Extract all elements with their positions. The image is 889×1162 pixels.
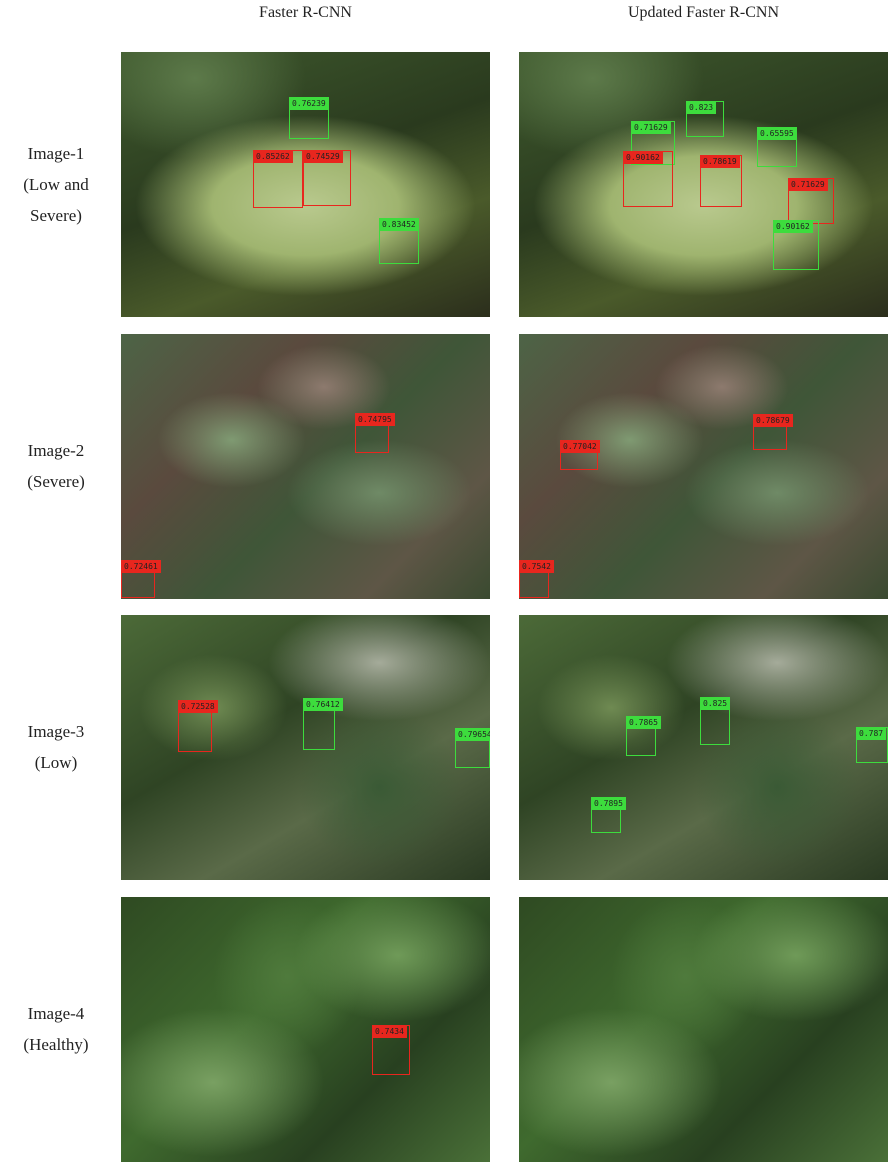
detection-box: 0.85262 [253, 150, 303, 208]
detection-score: 0.7434 [372, 1025, 407, 1038]
detection-score: 0.78619 [700, 155, 740, 168]
row-label-line: Image-4 [0, 998, 112, 1029]
detection-score: 0.71629 [788, 178, 828, 191]
detection-box: 0.65595 [757, 127, 797, 167]
detection-box: 0.7895 [591, 797, 621, 833]
detection-box: 0.72528 [178, 700, 212, 752]
detection-box: 0.74795 [355, 413, 389, 453]
detection-score: 0.71629 [631, 121, 671, 134]
detection-score: 0.72528 [178, 700, 218, 713]
row-label-line: (Severe) [0, 466, 112, 497]
detection-score: 0.7865 [626, 716, 661, 729]
detection-score: 0.787 [856, 727, 886, 740]
figure: {"columns": ["Faster R-CNN", "Updated Fa… [0, 0, 889, 1161]
row-label: Image-4(Healthy) [0, 998, 112, 1060]
detection-box: 0.7865 [626, 716, 656, 756]
column-header: Updated Faster R-CNN [519, 4, 888, 22]
row-label-line: Image-3 [0, 716, 112, 747]
row-label-line: (Low) [0, 747, 112, 778]
detection-score: 0.7895 [591, 797, 626, 810]
detection-box: 0.76412 [303, 698, 335, 750]
image-panel: 0.7865 0.825 0.787 0.7895 [519, 615, 888, 880]
column-header: Faster R-CNN [121, 4, 490, 22]
detection-score: 0.90162 [623, 151, 663, 164]
row-label-line: (Healthy) [0, 1029, 112, 1060]
detection-score: 0.78679 [753, 414, 793, 427]
detection-box: 0.823 [686, 101, 724, 137]
detection-score: 0.72461 [121, 560, 161, 573]
detection-box: 0.72461 [121, 560, 155, 598]
image-panel [519, 897, 888, 1162]
detection-score: 0.85262 [253, 150, 293, 163]
row-label-line: (Low and [0, 169, 112, 200]
detection-box: 0.71629 [788, 178, 834, 224]
detection-score: 0.76239 [289, 97, 329, 110]
detection-box: 0.78619 [700, 155, 742, 207]
image-panel: 0.823 0.71629 0.65595 0.90162 0.78619 0.71629… [519, 52, 888, 317]
image-panel: 0.7434 [121, 897, 490, 1162]
row-label: Image-3(Low) [0, 716, 112, 778]
detection-box: 0.825 [700, 697, 730, 745]
detection-score: 0.90162 [773, 220, 813, 233]
detection-box: 0.90162 [623, 151, 673, 207]
detection-box: 0.7434 [372, 1025, 410, 1075]
row-label: Image-2(Severe) [0, 435, 112, 497]
detection-score: 0.77042 [560, 440, 600, 453]
detection-box: 0.79654 [455, 728, 490, 768]
row-label-line: Severe) [0, 200, 112, 231]
detection-box: 0.76239 [289, 97, 329, 139]
detection-box: 0.78679 [753, 414, 787, 450]
detection-score: 0.74795 [355, 413, 395, 426]
detection-box: 0.7542 [519, 560, 549, 598]
image-panel: 0.76239 0.85262 0.74529 0.83452 [121, 52, 490, 317]
detection-box: 0.787 [856, 727, 888, 763]
detection-score: 0.83452 [379, 218, 419, 231]
detection-box: 0.77042 [560, 440, 598, 470]
detection-score: 0.79654 [455, 728, 490, 741]
detection-score: 0.74529 [303, 150, 343, 163]
image-panel: 0.72528 0.76412 0.79654 [121, 615, 490, 880]
detection-box: 0.83452 [379, 218, 419, 264]
detection-score: 0.7542 [519, 560, 554, 573]
detection-score: 0.76412 [303, 698, 343, 711]
row-label-line: Image-1 [0, 138, 112, 169]
detection-score: 0.65595 [757, 127, 797, 140]
detection-score: 0.825 [700, 697, 730, 710]
row-label-line: Image-2 [0, 435, 112, 466]
detection-box: 0.90162 [773, 220, 819, 270]
detection-score: 0.823 [686, 101, 716, 114]
detection-box: 0.74529 [303, 150, 351, 206]
image-panel: 0.74795 0.72461 [121, 334, 490, 599]
image-panel: 0.77042 0.78679 0.7542 [519, 334, 888, 599]
